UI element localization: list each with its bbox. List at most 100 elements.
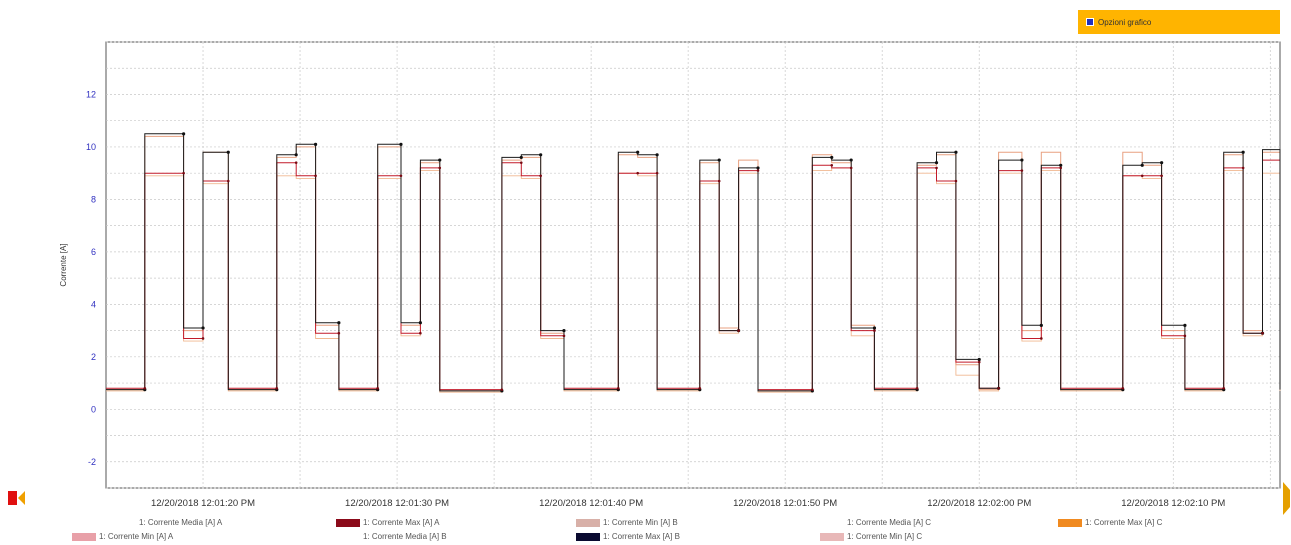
data-point <box>1040 337 1043 340</box>
legend-swatch <box>72 532 96 541</box>
legend-item: 1: Corrente Min [A] B <box>576 518 678 527</box>
data-point <box>500 388 504 391</box>
legend-item: 1: Corrente Max [A] C <box>1058 518 1162 527</box>
data-point <box>182 171 185 175</box>
data-point <box>1020 169 1024 172</box>
legend-swatch <box>336 532 360 541</box>
x-tick-label: 12/20/2018 12:01:20 PM <box>151 498 255 509</box>
data-point <box>226 179 230 183</box>
data-point <box>1183 334 1187 338</box>
data-point <box>1183 323 1187 327</box>
legend-label: 1: Corrente Media [A] C <box>847 518 932 527</box>
previous-page-button[interactable] <box>8 490 26 506</box>
data-point <box>539 174 542 178</box>
data-point <box>954 179 958 183</box>
legend-item: 1: Corrente Media [A] B <box>336 532 447 541</box>
data-point <box>756 169 760 172</box>
chart: -2 0 2 4 6 8 10 12 Corrente [A] 12/20/2018 12:01:… <box>59 41 1281 509</box>
data-point <box>313 142 318 146</box>
legend-item: 1: Corrente Media [A] C <box>820 518 931 527</box>
data-point <box>1140 163 1144 167</box>
legend-item: 1: Corrente Media [A] A <box>112 518 222 527</box>
data-point <box>954 150 958 154</box>
data-point <box>915 387 919 390</box>
data-point <box>636 171 639 175</box>
data-point <box>977 360 981 364</box>
data-point <box>1039 323 1043 327</box>
data-point <box>849 166 853 170</box>
y-tick-label: 6 <box>91 247 96 257</box>
legend-item: 1: Corrente Min [A] A <box>72 532 173 541</box>
data-point <box>519 155 523 160</box>
data-point <box>399 142 403 146</box>
y-tick-label: 4 <box>91 299 96 309</box>
legend-label: 1: Corrente Max [A] B <box>603 532 680 541</box>
data-point <box>1241 150 1245 154</box>
legend-item: 1: Corrente Max [A] B <box>576 532 680 541</box>
y-axis-label: Corrente [A] <box>59 243 68 286</box>
data-point <box>1261 331 1264 335</box>
x-tick-label: 12/20/2018 12:01:40 PM <box>539 498 643 509</box>
y-tick-label: 0 <box>91 404 96 414</box>
next-page-button[interactable] <box>1283 482 1291 515</box>
plot-area <box>105 41 1281 489</box>
legend-item: 1: Corrente Max [A] A <box>336 518 439 527</box>
data-point <box>849 158 853 162</box>
data-point <box>337 331 341 335</box>
legend-label: 1: Corrente Max [A] A <box>363 518 440 527</box>
data-point <box>636 150 640 154</box>
data-point <box>1059 166 1063 170</box>
data-point <box>539 153 543 157</box>
data-point <box>1020 158 1024 162</box>
legend-label: 1: Corrente Media [A] A <box>139 518 223 527</box>
legend-swatch <box>576 532 600 541</box>
legend-item: 1: Corrente Min [A] C <box>820 532 922 541</box>
y-tick-label: -2 <box>88 457 96 467</box>
data-point <box>1160 161 1164 165</box>
data-point <box>1121 387 1125 390</box>
data-point <box>698 387 702 390</box>
x-tick-label: 12/20/2018 12:02:00 PM <box>927 498 1031 509</box>
data-point <box>314 174 317 178</box>
data-point <box>830 155 834 160</box>
legend-swatch <box>112 518 136 527</box>
data-point <box>399 174 403 178</box>
data-point <box>201 337 205 340</box>
data-point <box>977 357 981 362</box>
data-point <box>562 328 566 333</box>
data-point <box>811 388 814 391</box>
legend-swatch <box>820 518 844 527</box>
stop-icon <box>8 491 17 505</box>
data-point <box>418 321 422 325</box>
legend-label: 1: Corrente Max [A] C <box>1085 518 1163 527</box>
data-point <box>337 321 341 325</box>
data-point <box>562 334 566 338</box>
data-point <box>934 161 939 165</box>
x-tick-label: 12/20/2018 12:02:10 PM <box>1121 498 1225 509</box>
data-point <box>182 132 186 136</box>
data-point <box>616 387 620 390</box>
data-point <box>717 158 721 162</box>
chart-options-label: Opzioni grafico <box>1098 17 1152 27</box>
chart-options-button[interactable]: Opzioni grafico <box>1078 10 1280 34</box>
legend-swatch <box>576 518 600 527</box>
legend-swatch <box>336 518 360 527</box>
data-point <box>1160 174 1163 178</box>
legend-label: 1: Corrente Min [A] B <box>603 518 678 527</box>
data-point <box>294 161 298 164</box>
data-point <box>275 387 279 390</box>
x-tick-label: 12/20/2018 12:01:50 PM <box>733 498 837 509</box>
data-point <box>1059 163 1063 167</box>
y-tick-label: 12 <box>86 89 96 99</box>
data-point <box>655 153 659 157</box>
data-point <box>1241 166 1245 170</box>
data-point <box>830 164 834 167</box>
data-point <box>376 387 379 390</box>
data-point <box>737 329 740 332</box>
data-point <box>519 161 523 164</box>
y-tick-label: 2 <box>91 352 96 362</box>
legend-swatch <box>1058 518 1082 527</box>
chart-legend: 1: Corrente Media [A] A 1: Corrente Max [… <box>0 518 1291 545</box>
data-point <box>997 387 1000 390</box>
data-point <box>655 171 659 175</box>
